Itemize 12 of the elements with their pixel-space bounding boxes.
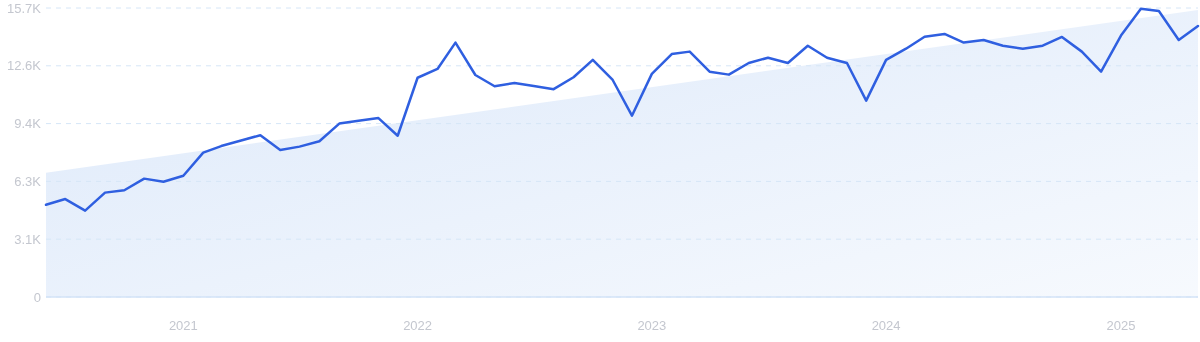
y-tick-label: 15.7K (7, 0, 42, 16)
x-tick-label: 2021 (168, 318, 198, 333)
y-tick-label: 3.1K (14, 231, 42, 247)
x-tick-label: 2024 (871, 318, 901, 333)
y-tick-label: 0 (33, 289, 41, 305)
line-series (44, 7, 1200, 212)
x-tick-label: 2025 (1106, 318, 1136, 333)
y-tick-label: 9.4K (14, 116, 42, 132)
y-tick-label: 12.6K (7, 58, 42, 74)
x-tick-label: 2023 (637, 318, 667, 333)
y-tick-label: 6.3K (14, 173, 42, 189)
x-tick-label: 2022 (403, 318, 433, 333)
